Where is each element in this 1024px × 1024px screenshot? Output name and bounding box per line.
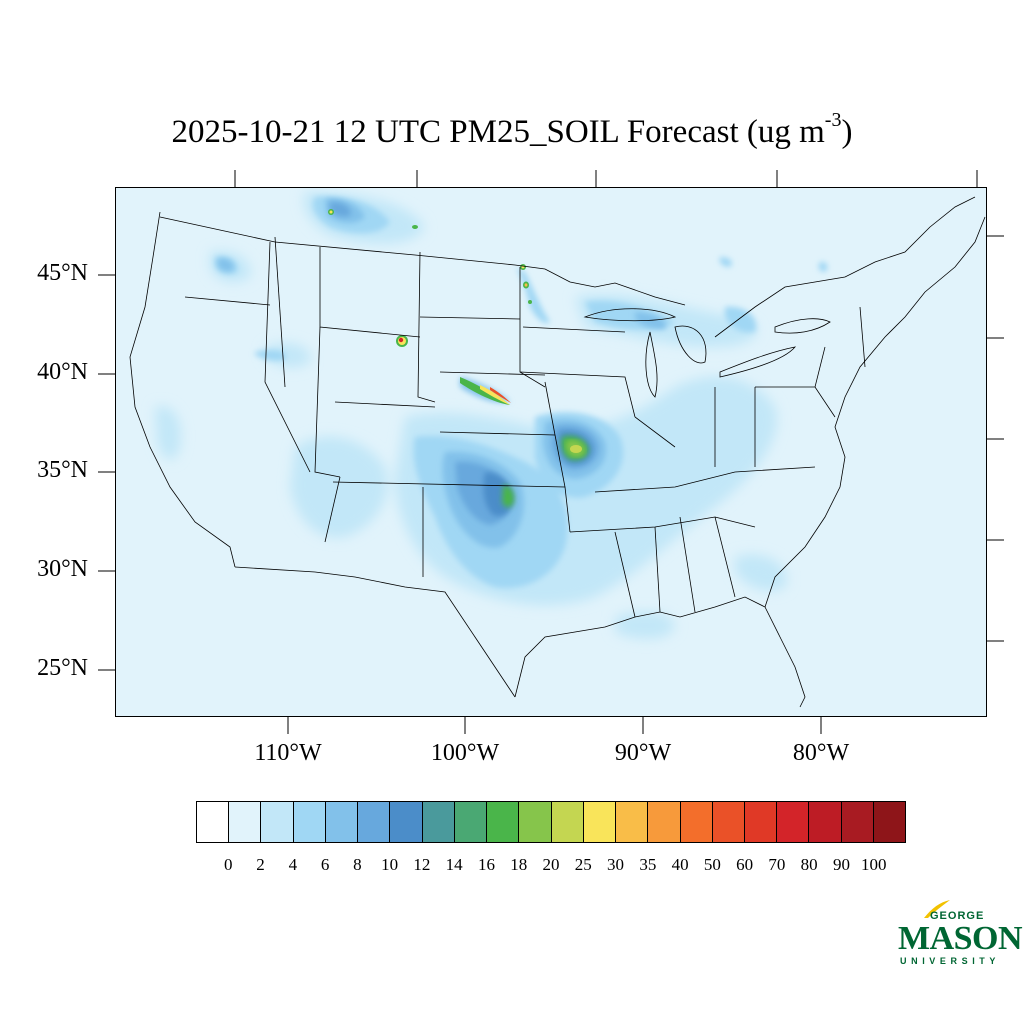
- colorbar-swatch: [197, 802, 230, 842]
- colorbar-swatch: [487, 802, 520, 842]
- colorbar-tick-label: 90: [832, 855, 850, 874]
- colorbar-swatch: [261, 802, 294, 842]
- colorbar-tick-label: 60: [736, 855, 754, 874]
- lon-label-90: 90°W: [614, 740, 672, 766]
- map-title: 2025-10-21 12 UTC PM25_SOIL Forecast (ug…: [0, 109, 1024, 151]
- colorbar-swatch: [616, 802, 649, 842]
- title-text: 2025-10-21 12 UTC PM25_SOIL Forecast (ug…: [171, 114, 825, 150]
- colorbar-swatch: [551, 802, 584, 842]
- colorbar-swatch: [519, 802, 552, 842]
- colorbar-tick-label: 8: [353, 855, 362, 874]
- colorbar-swatch: [873, 802, 906, 842]
- colorbar-tick-label: 18: [510, 855, 528, 874]
- colorbar-tick-label: 20: [542, 855, 560, 874]
- colorbar-swatch: [712, 802, 745, 842]
- colorbar-tick-label: 100: [860, 855, 887, 874]
- lon-label-110: 110°W: [254, 740, 322, 766]
- colorbar-tick-label: 25: [574, 855, 592, 874]
- colorbar-swatch: [680, 802, 713, 842]
- colorbar-tick-label: 12: [413, 855, 431, 874]
- title-superscript: -3: [824, 109, 842, 131]
- colorbar-tick-label: 4: [288, 855, 298, 874]
- colorbar-tick-label: 16: [477, 855, 495, 874]
- colorbar-swatch: [325, 802, 359, 842]
- logo-line1: GEORGE: [930, 910, 985, 922]
- colorbar-tick-label: 30: [607, 855, 625, 874]
- colorbar-swatch: [841, 802, 874, 842]
- colorbar-swatch: [777, 802, 810, 842]
- colorbar-swatch: [744, 802, 778, 842]
- forecast-map: [115, 187, 987, 717]
- colorbar-tick-label: 10: [381, 855, 399, 874]
- colorbar-swatch: [422, 802, 455, 842]
- colorbar-swatch: [583, 802, 617, 842]
- colorbar-tick-label: 2: [256, 855, 265, 874]
- colorbar-swatch: [390, 802, 423, 842]
- boundary-lines: [129, 196, 986, 708]
- colorbar-swatch: [454, 802, 488, 842]
- colorbar-tick-label: 40: [671, 855, 689, 874]
- lat-label-35: 35°N: [37, 457, 88, 483]
- colorbar-tick-label: 14: [445, 855, 463, 874]
- lat-label-30: 30°N: [37, 556, 88, 582]
- logo-swoosh-icon: [924, 900, 950, 918]
- colorbar-tick-label: 80: [800, 855, 818, 874]
- lon-label-100: 100°W: [430, 740, 500, 766]
- colorbar-tick-label: 0: [224, 855, 233, 874]
- gmu-logo: GEORGE MASON UNIVERSITY: [896, 898, 1023, 970]
- logo-line2: MASON: [898, 920, 1023, 957]
- colorbar-swatch: [358, 802, 391, 842]
- colorbar-swatch: [648, 802, 681, 842]
- lat-label-45: 45°N: [37, 260, 88, 286]
- colorbar-swatch: [809, 802, 842, 842]
- logo-line3: UNIVERSITY: [900, 956, 1001, 966]
- colorbar-swatch: [293, 802, 326, 842]
- colorbar: [196, 801, 906, 843]
- colorbar-tick-label: 70: [768, 855, 786, 874]
- colorbar-swatch: [229, 802, 262, 842]
- lat-label-25: 25°N: [37, 655, 88, 681]
- colorbar-tick-label: 50: [703, 855, 721, 874]
- title-closing: ): [841, 114, 853, 150]
- colorbar-tick-label: 35: [639, 855, 657, 874]
- concentration-field: [155, 192, 828, 639]
- colorbar-tick-label: 6: [320, 855, 330, 874]
- lon-label-80: 80°W: [792, 740, 850, 766]
- lat-label-40: 40°N: [37, 359, 88, 385]
